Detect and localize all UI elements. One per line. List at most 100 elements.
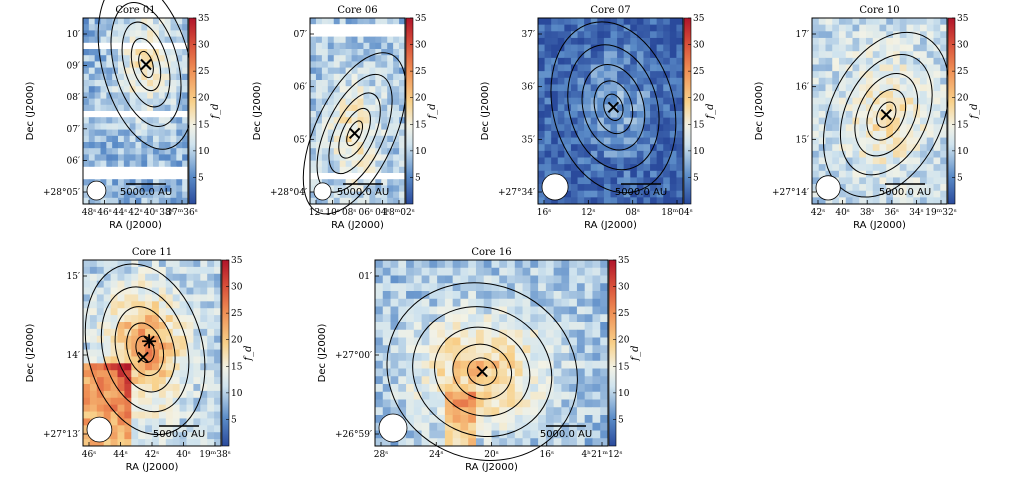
heatmap-cell xyxy=(545,337,555,346)
heatmap-cell xyxy=(117,266,125,275)
heatmap-cell xyxy=(852,144,860,152)
heatmap-cell xyxy=(553,298,562,307)
heatmap-cell xyxy=(872,31,880,39)
heatmap-cell xyxy=(553,438,562,447)
heatmap-cell xyxy=(561,368,570,377)
heatmap-cell xyxy=(351,185,358,192)
heatmap-cell xyxy=(103,439,111,447)
heatmap-cell xyxy=(393,98,400,106)
heatmap-cell xyxy=(852,24,860,32)
heatmap-cell xyxy=(577,111,585,119)
heatmap-cell xyxy=(88,142,96,149)
heatmap-cell xyxy=(153,80,160,87)
star-marker xyxy=(142,334,157,349)
heatmap-cell xyxy=(123,142,131,149)
heatmap-cell xyxy=(106,24,113,31)
heatmap-cell xyxy=(83,117,90,124)
heatmap-cell xyxy=(135,104,142,112)
heatmap-cell xyxy=(339,135,347,143)
heatmap-cell xyxy=(584,267,593,276)
contour-line xyxy=(467,357,498,386)
heatmap-cell xyxy=(182,154,189,161)
heatmap-cell xyxy=(610,117,618,125)
heatmap-cell xyxy=(832,24,840,32)
heatmap-cell xyxy=(538,24,545,32)
heatmap-cell xyxy=(172,287,180,295)
heatmap-cell xyxy=(141,123,148,130)
heatmap-cell xyxy=(906,124,914,132)
heatmap-cell xyxy=(129,18,136,25)
heatmap-cell xyxy=(879,77,887,85)
heatmap-cell xyxy=(538,97,545,105)
heatmap-cell xyxy=(186,260,194,268)
heatmap-cell xyxy=(669,64,677,72)
heatmap-cell xyxy=(429,260,438,269)
heatmap-cell xyxy=(886,130,894,138)
heatmap-cell xyxy=(561,407,570,416)
heatmap-cell xyxy=(369,123,376,130)
heatmap-cell xyxy=(193,301,201,309)
heatmap-cell xyxy=(147,135,154,143)
heatmap-cell xyxy=(825,197,833,205)
heatmap-cell xyxy=(398,399,407,408)
heatmap-cell xyxy=(444,376,454,385)
heatmap-cell xyxy=(158,363,167,371)
heatmap-cell xyxy=(96,266,105,275)
heatmap-cell xyxy=(576,329,586,338)
heatmap-cell xyxy=(920,57,928,65)
heatmap-cell xyxy=(491,391,500,400)
heatmap-cell xyxy=(920,144,928,152)
y-axis-label: Dec (J2000) xyxy=(754,82,765,141)
heatmap-cell xyxy=(926,104,934,112)
heatmap-cell xyxy=(603,84,611,92)
heatmap-cell xyxy=(468,438,477,447)
heatmap-cell xyxy=(141,154,148,161)
heatmap-cell xyxy=(413,314,422,323)
heatmap-cell xyxy=(158,104,166,112)
heatmap-cell xyxy=(393,42,400,50)
heatmap-cell xyxy=(83,363,91,371)
heatmap-cell xyxy=(112,30,119,37)
heatmap-cell xyxy=(557,71,565,79)
heatmap-cell xyxy=(879,64,887,72)
heatmap-cell xyxy=(852,124,860,132)
heatmap-cell xyxy=(437,337,446,346)
heatmap-cell xyxy=(623,77,631,85)
heatmap-cell xyxy=(214,322,222,330)
contour-line xyxy=(126,322,165,377)
heatmap-cell xyxy=(460,283,469,292)
heatmap-cell xyxy=(636,137,644,145)
heatmap-cell xyxy=(906,77,914,85)
heatmap-cell xyxy=(676,144,684,152)
heatmap-cell xyxy=(483,438,492,447)
heatmap-cell xyxy=(375,154,382,161)
colorbar-tick-label: 25 xyxy=(957,67,969,77)
heatmap-cell xyxy=(100,98,107,106)
heatmap-cell xyxy=(852,57,860,65)
heatmap-cell xyxy=(926,91,934,99)
heatmap-cell xyxy=(170,24,177,31)
heatmap-cell xyxy=(584,322,593,331)
heatmap-cell xyxy=(176,42,183,50)
heatmap-cell xyxy=(214,266,222,275)
heatmap-cell xyxy=(839,77,847,85)
heatmap-cell xyxy=(564,37,572,45)
heatmap-cell xyxy=(636,31,644,39)
heatmap-cell xyxy=(315,179,323,186)
heatmap-cell xyxy=(310,160,317,168)
heatmap-cell xyxy=(83,154,90,161)
heatmap-cell xyxy=(879,91,887,99)
heatmap-cell xyxy=(369,142,376,149)
heatmap-cell xyxy=(551,77,559,85)
heatmap-cell xyxy=(669,24,677,32)
heatmap-cell xyxy=(514,275,523,284)
heatmap-cell xyxy=(382,306,391,315)
heatmap-cell xyxy=(832,64,840,72)
heatmap-cell xyxy=(656,97,664,105)
heatmap-cell xyxy=(193,397,201,406)
heatmap-cell xyxy=(141,111,148,118)
heatmap-cell xyxy=(158,92,166,99)
heatmap-cell xyxy=(214,370,222,378)
heatmap-cell xyxy=(656,164,664,172)
heatmap-cell xyxy=(507,415,516,424)
